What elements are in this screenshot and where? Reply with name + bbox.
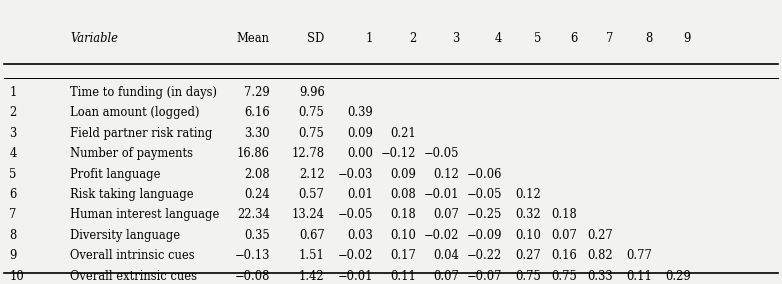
Text: 0.32: 0.32 — [515, 208, 541, 222]
Text: 0.75: 0.75 — [515, 270, 541, 283]
Text: −0.01: −0.01 — [338, 270, 373, 283]
Text: 22.34: 22.34 — [237, 208, 270, 222]
Text: 0.03: 0.03 — [347, 229, 373, 242]
Text: −0.12: −0.12 — [381, 147, 416, 160]
Text: 0.04: 0.04 — [433, 249, 459, 262]
Text: 6.16: 6.16 — [244, 106, 270, 119]
Text: 3: 3 — [9, 127, 16, 140]
Text: 4: 4 — [9, 147, 16, 160]
Text: 2.08: 2.08 — [244, 168, 270, 181]
Text: Field partner risk rating: Field partner risk rating — [70, 127, 213, 140]
Text: 2: 2 — [409, 32, 416, 45]
Text: 0.09: 0.09 — [347, 127, 373, 140]
Text: SD: SD — [307, 32, 325, 45]
Text: 10: 10 — [9, 270, 24, 283]
Text: 0.75: 0.75 — [551, 270, 577, 283]
Text: 9: 9 — [683, 32, 691, 45]
Text: 0.77: 0.77 — [626, 249, 652, 262]
Text: 5: 5 — [534, 32, 541, 45]
Text: Diversity language: Diversity language — [70, 229, 181, 242]
Text: 0.67: 0.67 — [299, 229, 325, 242]
Text: 1: 1 — [9, 86, 16, 99]
Text: −0.05: −0.05 — [424, 147, 459, 160]
Text: 0.08: 0.08 — [390, 188, 416, 201]
Text: Risk taking language: Risk taking language — [70, 188, 194, 201]
Text: 5: 5 — [9, 168, 16, 181]
Text: 8: 8 — [645, 32, 652, 45]
Text: 4: 4 — [495, 32, 502, 45]
Text: 0.10: 0.10 — [390, 229, 416, 242]
Text: 0.18: 0.18 — [390, 208, 416, 222]
Text: 0.01: 0.01 — [347, 188, 373, 201]
Text: 0.82: 0.82 — [587, 249, 613, 262]
Text: 0.27: 0.27 — [515, 249, 541, 262]
Text: −0.05: −0.05 — [338, 208, 373, 222]
Text: 1.42: 1.42 — [299, 270, 325, 283]
Text: Mean: Mean — [237, 32, 270, 45]
Text: Time to funding (in days): Time to funding (in days) — [70, 86, 217, 99]
Text: −0.07: −0.07 — [467, 270, 502, 283]
Text: 7: 7 — [9, 208, 16, 222]
Text: Human interest language: Human interest language — [70, 208, 220, 222]
Text: 0.35: 0.35 — [244, 229, 270, 242]
Text: −0.06: −0.06 — [467, 168, 502, 181]
Text: −0.22: −0.22 — [467, 249, 502, 262]
Text: 3.30: 3.30 — [244, 127, 270, 140]
Text: 3: 3 — [452, 32, 459, 45]
Text: −0.13: −0.13 — [235, 249, 270, 262]
Text: 0.10: 0.10 — [515, 229, 541, 242]
Text: −0.09: −0.09 — [467, 229, 502, 242]
Text: 16.86: 16.86 — [237, 147, 270, 160]
Text: Overall intrinsic cues: Overall intrinsic cues — [70, 249, 195, 262]
Text: 2: 2 — [9, 106, 16, 119]
Text: Variable: Variable — [70, 32, 118, 45]
Text: 0.33: 0.33 — [587, 270, 613, 283]
Text: −0.25: −0.25 — [467, 208, 502, 222]
Text: 0.21: 0.21 — [390, 127, 416, 140]
Text: 0.18: 0.18 — [551, 208, 577, 222]
Text: 6: 6 — [9, 188, 16, 201]
Text: 0.17: 0.17 — [390, 249, 416, 262]
Text: 0.00: 0.00 — [347, 147, 373, 160]
Text: 0.24: 0.24 — [244, 188, 270, 201]
Text: −0.02: −0.02 — [424, 229, 459, 242]
Text: 0.16: 0.16 — [551, 249, 577, 262]
Text: 0.07: 0.07 — [433, 270, 459, 283]
Text: 2.12: 2.12 — [299, 168, 325, 181]
Text: 0.29: 0.29 — [665, 270, 691, 283]
Text: Loan amount (logged): Loan amount (logged) — [70, 106, 200, 119]
Text: 0.12: 0.12 — [515, 188, 541, 201]
Text: 0.39: 0.39 — [347, 106, 373, 119]
Text: 0.75: 0.75 — [299, 106, 325, 119]
Text: −0.03: −0.03 — [338, 168, 373, 181]
Text: 0.07: 0.07 — [433, 208, 459, 222]
Text: Number of payments: Number of payments — [70, 147, 193, 160]
Text: 12.78: 12.78 — [292, 147, 325, 160]
Text: 7: 7 — [606, 32, 613, 45]
Text: −0.05: −0.05 — [467, 188, 502, 201]
Text: 9: 9 — [9, 249, 16, 262]
Text: −0.08: −0.08 — [235, 270, 270, 283]
Text: 0.09: 0.09 — [390, 168, 416, 181]
Text: 0.57: 0.57 — [299, 188, 325, 201]
Text: Overall extrinsic cues: Overall extrinsic cues — [70, 270, 197, 283]
Text: 1.51: 1.51 — [299, 249, 325, 262]
Text: 0.12: 0.12 — [433, 168, 459, 181]
Text: 0.11: 0.11 — [626, 270, 652, 283]
Text: 8: 8 — [9, 229, 16, 242]
Text: 0.07: 0.07 — [551, 229, 577, 242]
Text: 7.29: 7.29 — [244, 86, 270, 99]
Text: 9.96: 9.96 — [299, 86, 325, 99]
Text: 0.11: 0.11 — [390, 270, 416, 283]
Text: Profit language: Profit language — [70, 168, 161, 181]
Text: 0.27: 0.27 — [587, 229, 613, 242]
Text: 0.75: 0.75 — [299, 127, 325, 140]
Text: 1: 1 — [366, 32, 373, 45]
Text: −0.01: −0.01 — [424, 188, 459, 201]
Text: 6: 6 — [570, 32, 577, 45]
Text: 13.24: 13.24 — [292, 208, 325, 222]
Text: −0.02: −0.02 — [338, 249, 373, 262]
